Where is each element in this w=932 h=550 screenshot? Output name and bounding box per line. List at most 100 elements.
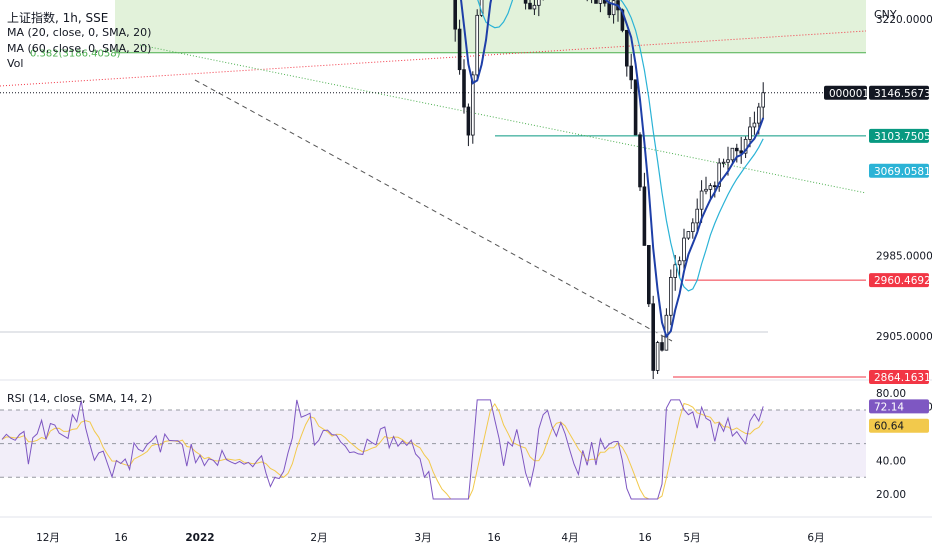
candle-body (594, 0, 598, 4)
rsi-line (1, 399, 764, 500)
price-level-badge-text: 2960.4692 (874, 275, 931, 287)
x-axis-tick: 5月 (683, 532, 700, 544)
price-level-badge-text: 2864.1631 (874, 372, 931, 384)
candle-body (655, 342, 660, 371)
rsi-ma-badge-text: 60.64 (874, 421, 904, 433)
price-level-badge-text: 3103.7505 (874, 131, 931, 143)
x-axis-tick: 6月 (807, 532, 824, 544)
candle-body (739, 150, 743, 154)
trend-line-dashed (194, 79, 673, 342)
x-axis-tick: 12月 (36, 532, 60, 544)
x-axis-tick: 16 (114, 532, 128, 544)
trend-line-green (139, 44, 867, 194)
candle-body (466, 106, 471, 136)
rsi-value-badge-bg (869, 399, 929, 414)
candle-body (730, 147, 735, 161)
ma60-legend: MA (60, close, 0, SMA, 20) (7, 42, 152, 55)
price-level-badge-bg (869, 369, 929, 384)
rsi-value-badge: 72.14 (869, 399, 929, 414)
candle-body (479, 0, 484, 16)
candle-body (677, 260, 682, 266)
candle-body (620, 9, 625, 31)
x-axis-tick: 2月 (310, 532, 327, 544)
candle-body (717, 162, 721, 187)
price-level-badge: 2960.4692 (869, 273, 931, 288)
candle-body (735, 147, 739, 152)
rsi-y-tick: 40.00 (876, 455, 906, 467)
fib-label: 0.382(3186.4058) (30, 49, 121, 60)
ma60-line (477, 0, 764, 292)
rsi-legend: RSI (14, close, SMA, 14, 2) (7, 392, 153, 405)
rsi-ma-line (1, 402, 764, 500)
chart-title: 上证指数, 1h, SSE (7, 11, 109, 25)
candle-body (660, 342, 664, 351)
candle-body (761, 92, 765, 108)
candle-body (713, 185, 717, 188)
candle-body (638, 134, 642, 188)
candle-body (743, 138, 748, 154)
candles (453, 0, 765, 380)
ma60-value-badge: 3069.0581 (869, 163, 931, 178)
candle-body (607, 2, 611, 16)
currency-label: CNY (874, 8, 897, 21)
candle-body (673, 264, 677, 278)
candle-body (752, 122, 757, 128)
rsi-y-tick: 20.00 (876, 489, 906, 501)
last-price-badge-text: 3146.5673 (874, 88, 931, 100)
y-axis-tick: 2905.0000 (876, 331, 932, 343)
candle-body (523, 0, 528, 4)
y-axis-tick: 3220.0000 (876, 14, 932, 26)
candle-body (647, 245, 651, 305)
candle-body (462, 69, 466, 108)
candle-body (625, 29, 629, 67)
candle-body (695, 208, 699, 224)
candle-body (537, 0, 541, 6)
price-level-badge-bg (869, 128, 929, 143)
price-level-badge: 3103.7505 (869, 128, 931, 143)
candle-body (748, 126, 752, 140)
candle-body (726, 159, 730, 163)
ma60-value-badge-text: 3069.0581 (874, 166, 931, 178)
candle-body (457, 28, 462, 71)
candle-body (629, 65, 633, 81)
candle-body (699, 190, 704, 210)
candle-body (453, 0, 457, 30)
ma60-value-badge-bg (869, 163, 929, 178)
price-level-badge: 2864.1631 (869, 369, 931, 384)
candle-body (598, 0, 603, 4)
last-price-badge: 3146.5673 (869, 85, 931, 100)
candle-body (669, 277, 673, 316)
y-axis-tick: 2985.0000 (876, 250, 932, 262)
last-price-badge-bg (869, 85, 929, 100)
candle-body (651, 303, 655, 371)
candle-body (642, 186, 647, 246)
x-axis-tick: 16 (487, 532, 501, 544)
candle-body (470, 74, 475, 136)
candle-body (757, 106, 761, 124)
price-level-badge-bg (869, 273, 929, 288)
trend-line-red (0, 30, 867, 87)
x-axis-tick: 4月 (561, 532, 578, 544)
candle-body (528, 2, 532, 10)
x-axis-tick: 3月 (414, 532, 431, 544)
x-axis-tick: 16 (638, 532, 652, 544)
candle-body (686, 231, 691, 239)
candle-body (721, 161, 726, 164)
candle-body (532, 4, 537, 10)
rsi-value-badge-text: 72.14 (874, 401, 904, 413)
symbol-badge-bg (824, 85, 867, 100)
candle-body (682, 237, 686, 262)
rsi-ma-badge-bg (869, 418, 929, 433)
x-axis-tick: 2022 (185, 532, 214, 544)
ma20-legend: MA (20, close, 0, SMA, 20) (7, 26, 152, 39)
symbol-badge: 000001 (829, 88, 869, 100)
rsi-y-tick: 80.00 (876, 388, 906, 400)
candle-body (475, 14, 479, 76)
candle-body (704, 188, 708, 192)
rsi-ma-badge: 60.64 (869, 418, 929, 433)
candle-body (691, 222, 695, 232)
ma20-line (460, 0, 765, 339)
candle-body (708, 185, 713, 190)
candle-body (633, 79, 638, 136)
